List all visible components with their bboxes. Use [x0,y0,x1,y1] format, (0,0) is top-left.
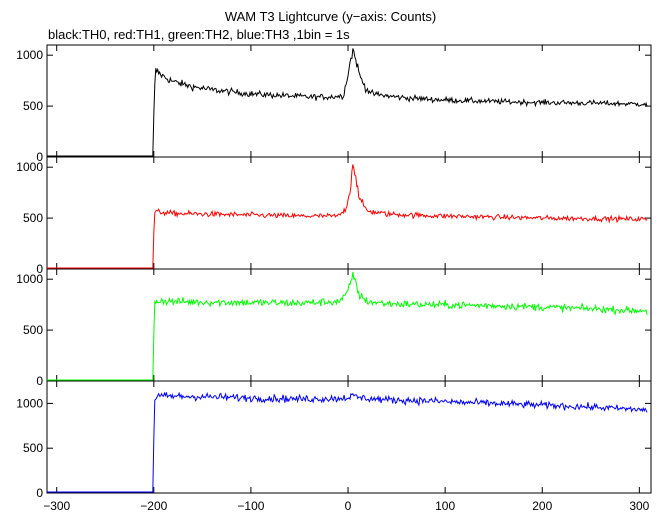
y-tick-label: 1000 [16,48,43,62]
y-tick-label: 0 [36,262,43,276]
panel-frame-th0 [46,44,652,158]
y-tick-label: 1000 [16,272,43,286]
y-tick-label: 500 [23,211,43,225]
x-tick-label: −200 [140,499,167,513]
y-tick-label: 500 [23,323,43,337]
series-line-th0 [47,48,648,157]
chart-subtitle: black:TH0, red:TH1, green:TH2, blue:TH3 … [48,27,350,42]
y-tick-label: 0 [36,486,43,500]
y-tick-label: 1000 [16,160,43,174]
y-tick-label: 0 [36,150,43,164]
y-tick-label: 1000 [16,396,43,410]
series-line-th1 [47,164,648,269]
x-tick-label: 100 [435,499,455,513]
x-tick-label: −100 [237,499,264,513]
panel-frame-th3 [46,380,652,494]
x-tick-label: 200 [532,499,552,513]
x-tick-label: −300 [43,499,70,513]
y-tick-label: 0 [36,374,43,388]
x-tick-label: 0 [345,499,352,513]
panel-frame-th1 [46,156,652,270]
x-tick-label: 300 [629,499,649,513]
series-line-th3 [47,391,648,493]
y-tick-label: 500 [23,99,43,113]
chart-title: WAM T3 Lightcurve (y−axis: Counts) [224,9,437,24]
series-line-th2 [47,271,648,381]
y-tick-label: 500 [23,441,43,455]
